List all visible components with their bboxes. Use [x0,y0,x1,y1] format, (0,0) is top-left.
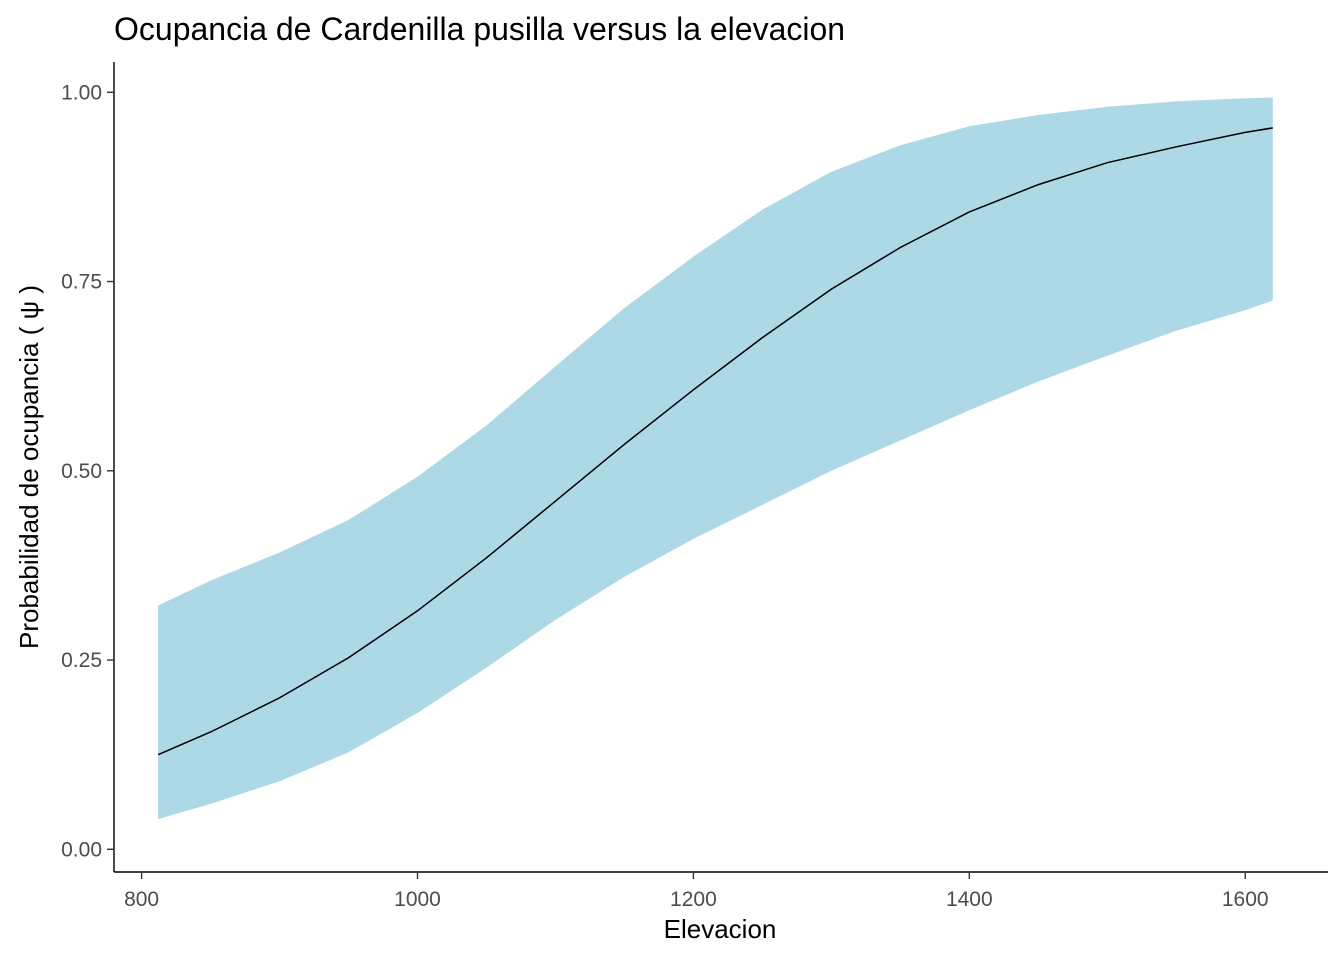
x-axis-ticks: 800 1000 1200 1400 1600 [124,872,1269,911]
chart-title: Ocupancia de Cardenilla pusilla versus l… [114,11,845,47]
y-axis-label: Probabilidad de ocupancia ( ψ ) [14,285,44,649]
x-tick-label: 1000 [394,888,441,911]
x-axis-label: Elevacion [664,914,777,944]
y-tick-label: 0.75 [61,271,102,294]
y-axis-ticks: 0.00 0.25 0.50 0.75 1.00 [61,81,114,861]
x-tick-label: 800 [124,888,159,911]
confidence-ribbon [158,97,1273,820]
y-tick-label: 0.00 [61,838,102,861]
y-tick-label: 0.25 [61,649,102,672]
y-tick-label: 0.50 [61,460,102,483]
plot-area [157,97,1273,820]
x-tick-label: 1600 [1222,888,1269,911]
estimate-line [157,127,1273,756]
x-tick-label: 1200 [670,888,717,911]
y-tick-label: 1.00 [61,81,102,104]
x-tick-label: 1400 [946,888,993,911]
